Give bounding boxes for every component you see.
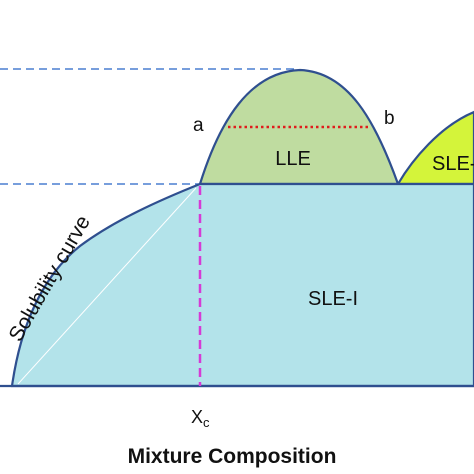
xc-label: Xc (191, 407, 210, 430)
sle-i-region-label: SLE-I (308, 288, 358, 310)
sle-i-region (10, 182, 474, 388)
x-axis-title: Mixture Composition (128, 445, 337, 468)
xc-label-subscript: c (203, 415, 210, 430)
lle-region (198, 68, 400, 186)
point-a-label: a (193, 115, 204, 136)
lle-region-label: LLE (275, 148, 311, 170)
sle-ii-region-label: SLE- (432, 153, 474, 175)
inner-diagonal-line (17, 187, 197, 385)
point-b-label: b (384, 108, 395, 129)
xc-label-main: X (191, 407, 203, 427)
